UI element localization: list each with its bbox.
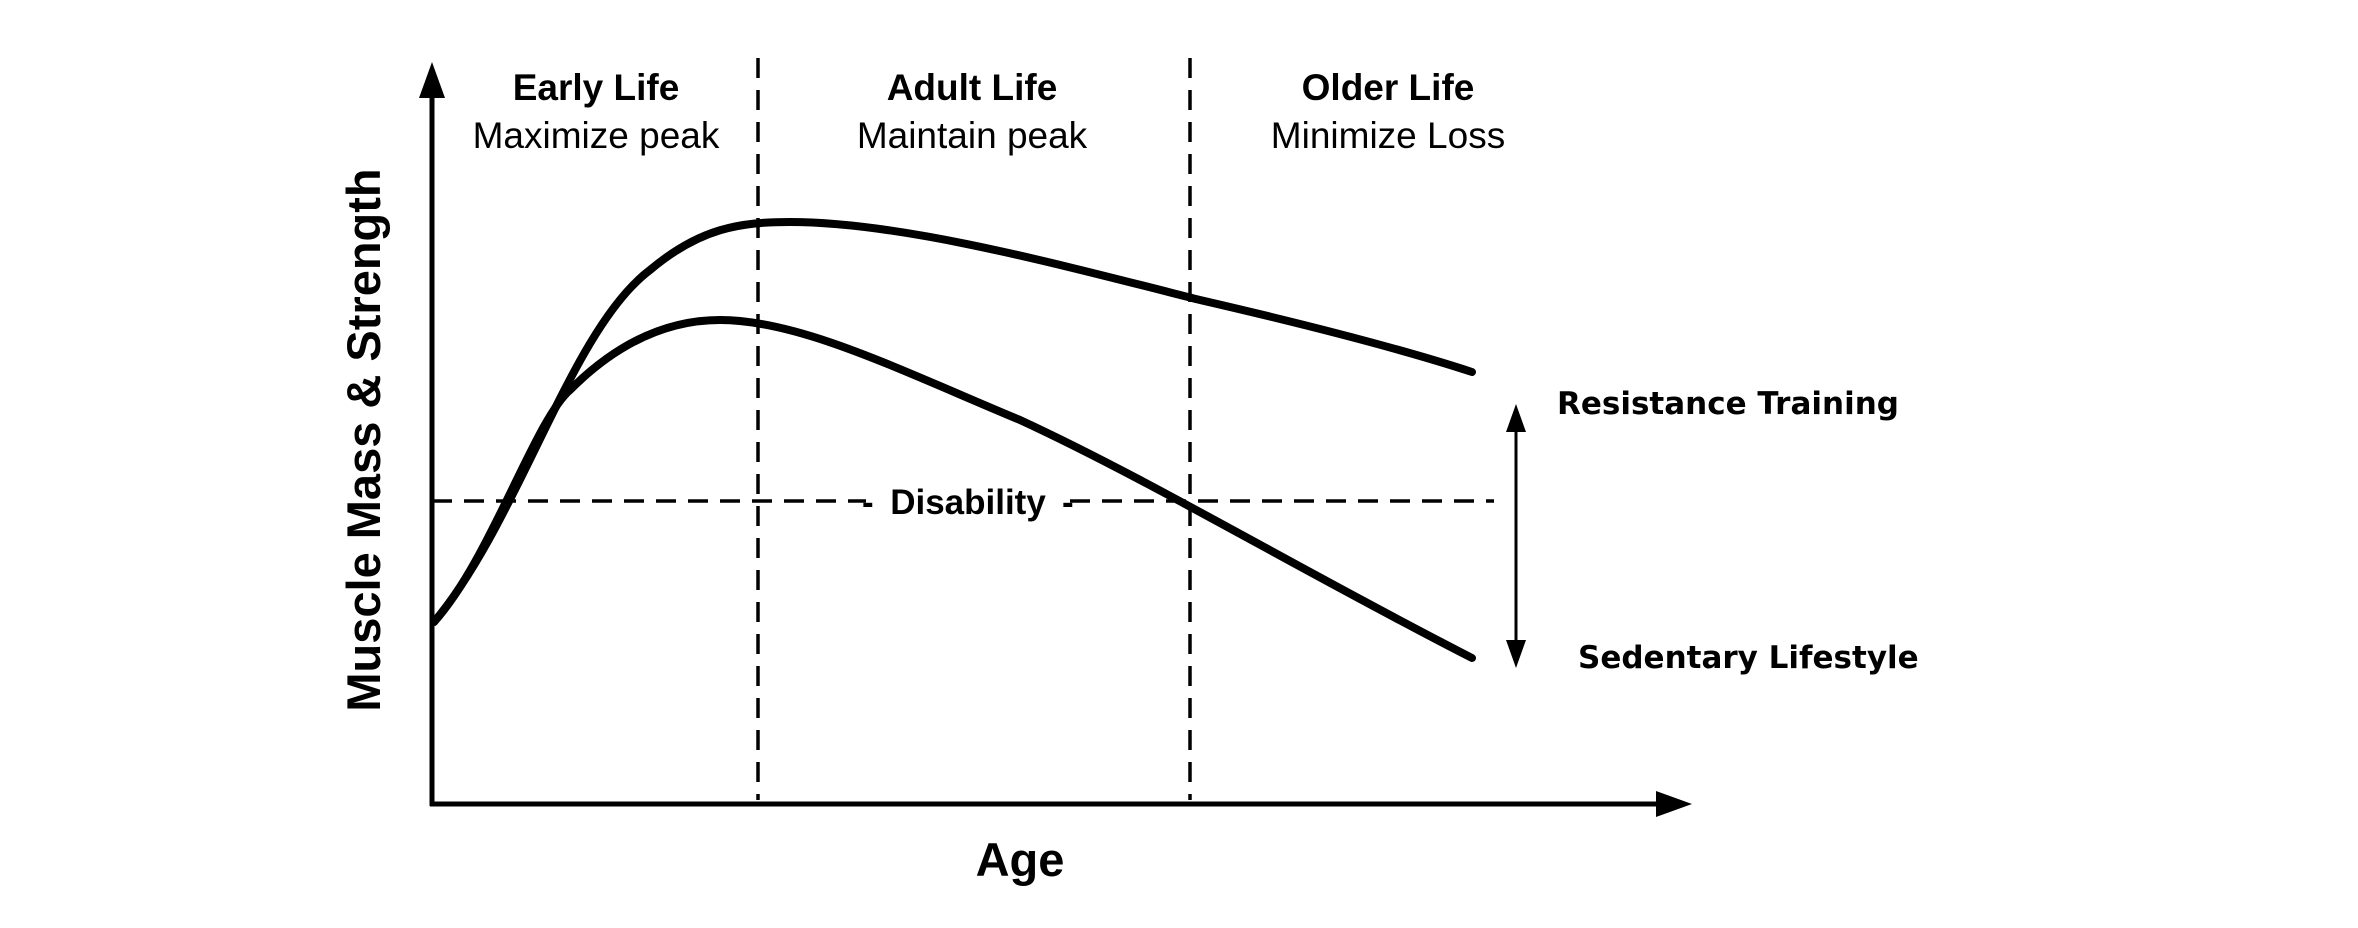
disability-label-dash-left: - — [862, 483, 874, 522]
phase-title-adult: Adult Life — [887, 67, 1058, 108]
phase-title-early: Early Life — [513, 67, 680, 108]
difference-arrow-down-icon — [1506, 640, 1526, 668]
y-axis-label: Muscle Mass & Strength — [337, 168, 390, 711]
x-axis-label: Age — [976, 833, 1065, 886]
sedentary-lifestyle-curve — [430, 315, 1476, 662]
disability-label: Disability — [890, 483, 1046, 522]
phase-title-older: Older Life — [1302, 67, 1475, 108]
phase-subtitle-adult: Maintain peak — [857, 115, 1088, 156]
sedentary-lifestyle-label: Sedentary Lifestyle — [1578, 640, 1919, 676]
phase-subtitle-older: Minimize Loss — [1271, 115, 1505, 156]
resistance-training-label: Resistance Training — [1557, 386, 1899, 422]
x-axis-arrowhead-icon — [1656, 791, 1692, 817]
difference-arrow-up-icon — [1506, 404, 1526, 432]
phase-subtitle-early: Maximize peak — [473, 115, 720, 156]
resistance-training-curve — [430, 217, 1476, 626]
disability-label-dash-right: - — [1062, 483, 1074, 522]
y-axis-arrowhead-icon — [419, 62, 445, 98]
